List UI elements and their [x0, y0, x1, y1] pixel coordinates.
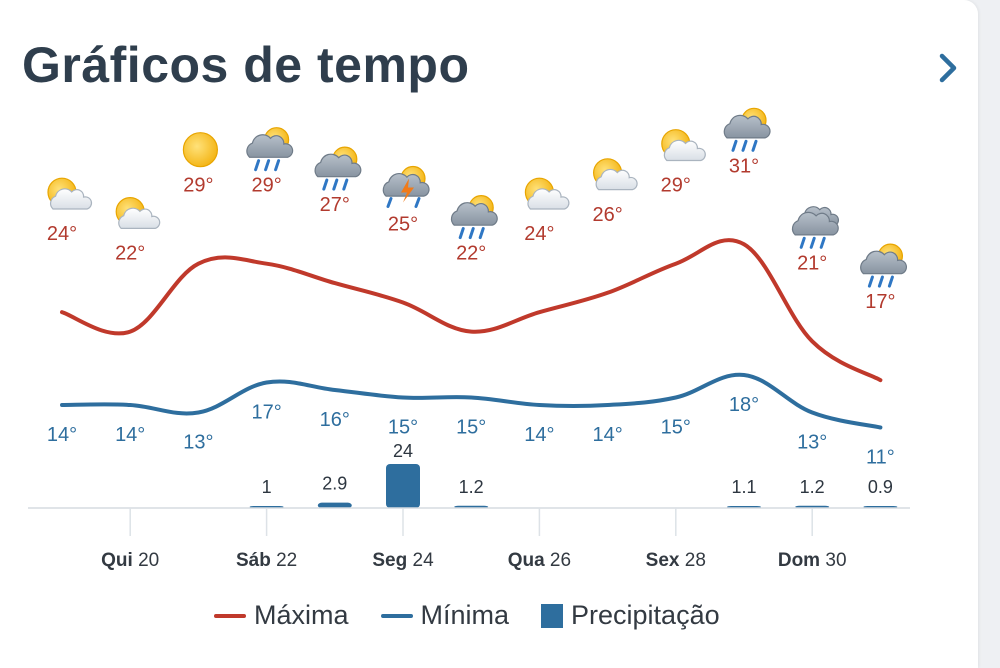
legend-precip[interactable]: Precipitação [541, 600, 720, 631]
x-tick-label: Dom 30 [778, 550, 847, 571]
precip-label: 24 [393, 441, 413, 461]
max-temp-label: 24° [524, 223, 554, 245]
max-temp-label: 21° [797, 252, 827, 274]
max-temp-label: 27° [320, 194, 350, 216]
partly-cloudy-icon [524, 177, 570, 210]
min-temp-label: 15° [388, 417, 418, 439]
precip-label: 1 [262, 477, 272, 497]
partly-cloudy-icon [592, 158, 638, 191]
min-temp-line [60, 372, 883, 430]
x-tick-label: Qua 26 [508, 550, 571, 571]
sun-cloud-rain-icon [723, 107, 771, 152]
min-temp-label: 11° [866, 447, 895, 469]
max-temp-line [60, 238, 883, 383]
sun-cloud-rain-icon [314, 146, 362, 191]
weather-chart: 24° 22° 29° 29° 27° 25° 22° 24° 26° 29° 31° 21° 17° 1… [28, 107, 910, 571]
legend-min-swatch [380, 613, 413, 618]
weather-chart-card: Gráficos de tempo [0, 0, 978, 668]
sun-cloud-rain-icon [246, 127, 294, 172]
min-temp-label: 18° [729, 394, 759, 416]
sun-icon [182, 132, 218, 168]
legend-min-label: Mínima [420, 600, 510, 630]
precip-label: 0.9 [868, 477, 893, 497]
min-temp-label: 17° [251, 402, 281, 424]
min-temp-label: 14° [115, 424, 145, 446]
x-tick-label: Seg 24 [372, 550, 434, 571]
max-temp-label: 25° [388, 214, 418, 236]
max-temp-label: 22° [456, 243, 486, 265]
x-tick-label: Sáb 22 [236, 550, 297, 571]
min-temp-label: 14° [47, 424, 77, 446]
legend-max-label: Máxima [254, 600, 349, 630]
max-temp-label: 22° [115, 243, 145, 265]
legend-precip-label: Precipitação [571, 600, 720, 630]
partly-cloudy-icon [661, 129, 706, 162]
legend-min[interactable]: Mínima [380, 600, 510, 631]
max-temp-label: 29° [183, 175, 213, 197]
min-temp-label: 15° [661, 417, 691, 439]
precip-label: 1.1 [731, 477, 756, 497]
legend-precip-swatch [541, 603, 564, 628]
precip-label: 2.9 [322, 474, 347, 494]
max-temp-label: 31° [729, 155, 759, 177]
precip-bar [386, 464, 420, 508]
min-temp-label: 13° [183, 432, 213, 454]
precip-label: 1.2 [800, 477, 825, 497]
page-title: Gráficos de tempo [22, 37, 470, 93]
partly-cloudy-icon [47, 177, 93, 210]
chart-legend: Máxima Mínima Precipitação [214, 600, 752, 631]
max-temp-label: 26° [592, 204, 622, 226]
sun-cloud-rain-icon [450, 195, 498, 240]
max-temp-label: 29° [661, 175, 691, 197]
max-temp-label: 17° [865, 291, 895, 313]
partly-cloudy-icon [115, 197, 161, 229]
precip-bar [317, 502, 352, 508]
min-temp-label: 14° [524, 424, 554, 446]
legend-max[interactable]: Máxima [214, 600, 349, 631]
legend-max-swatch [214, 613, 246, 618]
precip-label: 1.2 [459, 477, 484, 497]
min-temp-label: 15° [456, 417, 486, 439]
cloud-rain-icon [791, 206, 840, 249]
min-temp-label: 14° [592, 424, 622, 446]
sun-cloud-rain-icon [860, 243, 908, 288]
max-temp-label: 29° [251, 175, 281, 197]
x-tick-label: Qui 20 [101, 550, 159, 571]
thunderstorm-icon [382, 165, 430, 208]
min-temp-label: 13° [797, 432, 827, 454]
max-temp-label: 24° [47, 223, 77, 245]
min-temp-label: 16° [320, 409, 350, 431]
x-tick-label: Sex 28 [646, 550, 706, 571]
chevron-right-icon[interactable] [930, 50, 966, 86]
